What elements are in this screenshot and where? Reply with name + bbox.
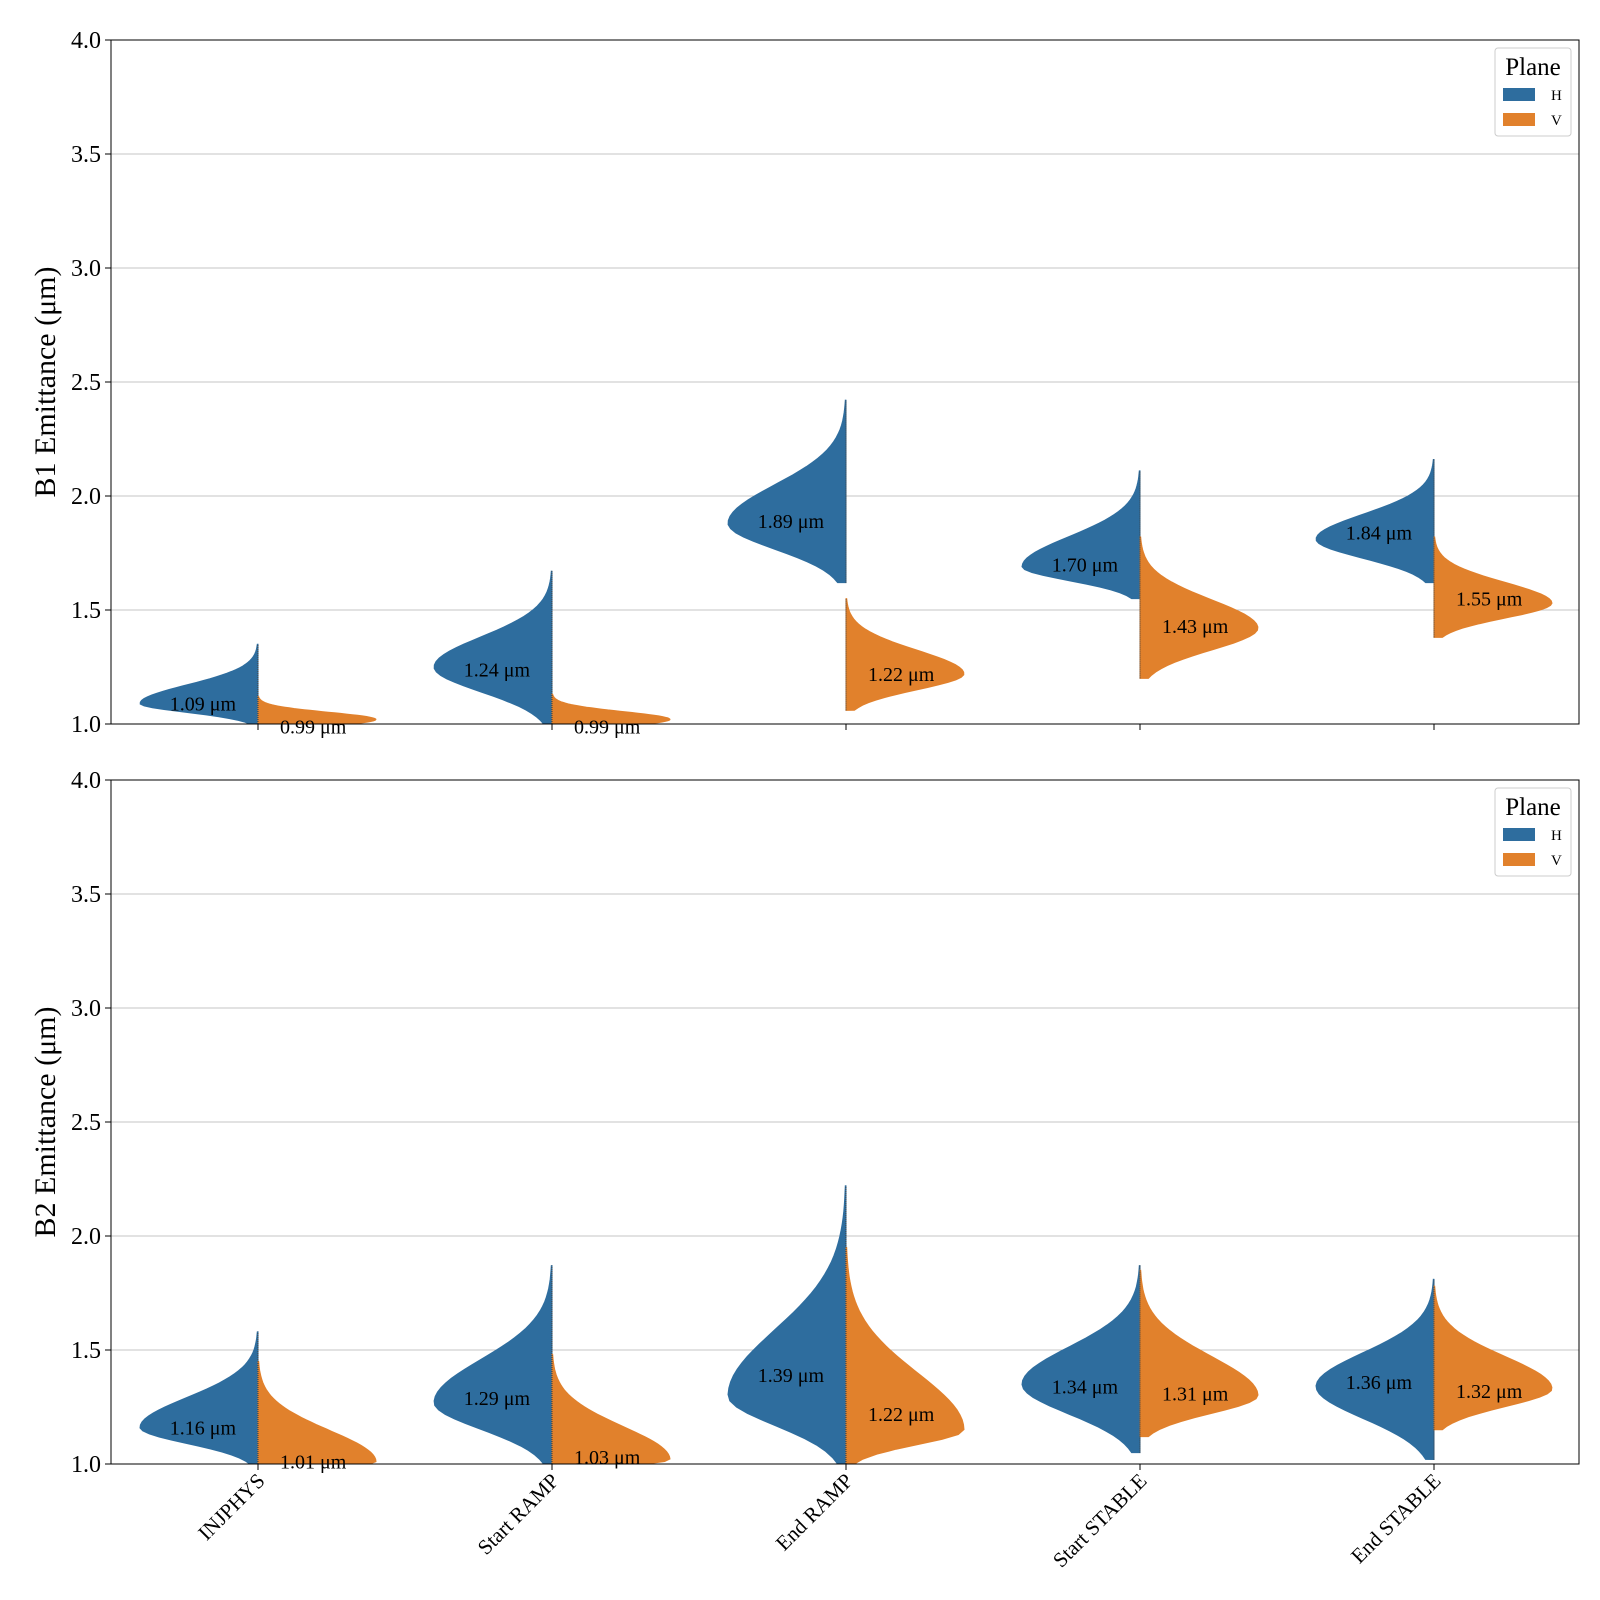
legend: Plane HV	[1494, 787, 1572, 877]
violin-v-5	[1433, 536, 1553, 638]
y-tick-label: 2.0	[71, 1224, 101, 1250]
median-annotation-h: 1.89 μm	[758, 511, 825, 533]
median-annotation-v: 1.22 μm	[868, 664, 935, 686]
y-tick-label: 3.0	[71, 256, 101, 282]
violin-h-3	[727, 1185, 847, 1464]
median-annotation-h: 1.24 μm	[464, 659, 531, 681]
median-annotation-h: 1.70 μm	[1052, 554, 1119, 576]
violin-v-4	[1139, 1269, 1259, 1438]
legend-label-h: H	[1551, 828, 1562, 844]
x-tick-label: Start STABLE	[1048, 1469, 1152, 1573]
y-tick-label: 1.0	[71, 1452, 101, 1478]
violin-v-1	[257, 1360, 377, 1464]
x-tick-label: End STABLE	[1346, 1469, 1446, 1569]
y-tick-label: 2.0	[71, 484, 101, 510]
median-annotation-v: 0.99 μm	[280, 716, 347, 738]
median-annotation-v: 1.03 μm	[574, 1447, 641, 1469]
legend-title: Plane	[1505, 54, 1561, 81]
median-annotation-v: 1.01 μm	[280, 1452, 347, 1474]
violin-h-5	[1315, 458, 1435, 584]
violin-h-1	[139, 1331, 259, 1464]
violin-h-5	[1315, 1278, 1435, 1460]
violin-v-2	[551, 1354, 671, 1464]
y-tick-label: 1.5	[71, 1338, 101, 1364]
violin-h-2	[433, 1265, 553, 1464]
median-annotation-h: 1.36 μm	[1346, 1372, 1413, 1394]
y-tick-label: 3.0	[71, 996, 101, 1022]
violin-v-3	[845, 598, 965, 711]
y-axis-label: B1 Emittance (μm)	[29, 266, 62, 497]
violin-v-5	[1433, 1285, 1553, 1431]
x-tick-label: INJPHYS	[193, 1469, 269, 1545]
legend-swatch-v	[1503, 853, 1535, 866]
axes-frame	[110, 39, 1580, 725]
legend-swatch-v	[1503, 113, 1535, 126]
y-tick-label: 4.0	[71, 28, 101, 54]
x-tick-label: End RAMP	[771, 1469, 858, 1556]
violin-v-4	[1139, 536, 1259, 679]
median-annotation-h: 1.34 μm	[1052, 1376, 1119, 1398]
median-annotation-h: 1.09 μm	[170, 693, 237, 715]
median-annotation-v: 1.43 μm	[1162, 616, 1229, 638]
violin-h-2	[433, 570, 553, 724]
violin-h-4	[1021, 1265, 1141, 1454]
violins	[139, 399, 1553, 724]
median-annotation-h: 1.39 μm	[758, 1365, 825, 1387]
axes-frame	[110, 779, 1580, 1465]
median-annotation-h: 1.16 μm	[170, 1418, 237, 1440]
violin-h-3	[727, 399, 847, 584]
median-annotation-h: 1.84 μm	[1346, 522, 1413, 544]
legend-label-h: H	[1551, 88, 1562, 104]
violin-h-1	[139, 643, 259, 724]
median-annotation-v: 1.22 μm	[868, 1404, 935, 1426]
y-tick-label: 1.5	[71, 598, 101, 624]
median-annotation-v: 1.32 μm	[1456, 1381, 1523, 1403]
median-annotation-h: 1.29 μm	[464, 1388, 531, 1410]
violin-v-2	[551, 693, 671, 724]
y-tick-label: 2.5	[71, 1110, 101, 1136]
legend-swatch-h	[1503, 828, 1535, 841]
median-annotation-v: 1.55 μm	[1456, 589, 1523, 611]
legend: Plane HV	[1494, 47, 1572, 137]
y-tick-label: 3.5	[71, 882, 101, 908]
y-tick-label: 1.0	[71, 712, 101, 738]
x-tick-label: Start RAMP	[473, 1469, 564, 1560]
legend-swatch-h	[1503, 88, 1535, 101]
y-tick-label: 4.0	[71, 768, 101, 794]
y-tick-label: 3.5	[71, 142, 101, 168]
median-annotation-v: 1.31 μm	[1162, 1383, 1229, 1405]
y-axis-label: B2 Emittance (μm)	[29, 1006, 62, 1237]
legend-label-v: V	[1551, 113, 1562, 129]
median-annotation-v: 0.99 μm	[574, 716, 641, 738]
violins	[139, 1185, 1553, 1464]
chart-panel-2: 1.0 1.5 2.0 2.5 3.0 3.5 4.0 B2 Emittance (μm) 1.…	[29, 768, 1580, 1573]
violin-v-3	[845, 1246, 965, 1464]
y-tick-label: 2.5	[71, 370, 101, 396]
violin-v-1	[257, 696, 377, 724]
violin-h-4	[1021, 470, 1141, 600]
chart-panel-1: 1.0 1.5 2.0 2.5 3.0 3.5 4.0 B1 Emittance (μm) 1.…	[29, 28, 1580, 738]
legend-label-v: V	[1551, 853, 1562, 869]
legend-title: Plane	[1505, 794, 1561, 821]
